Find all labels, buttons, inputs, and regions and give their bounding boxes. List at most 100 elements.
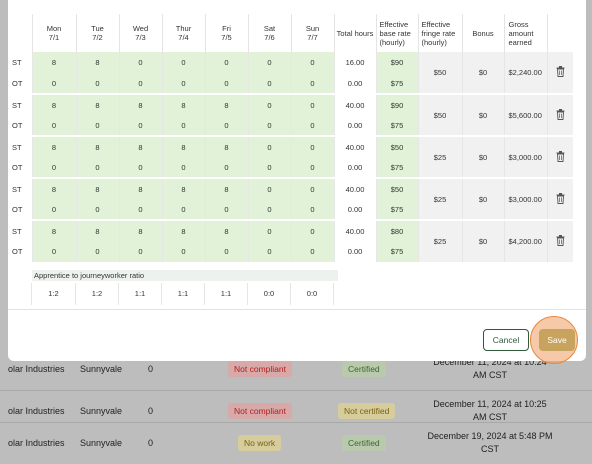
delete-row-button[interactable] [547,177,573,220]
hours-input[interactable]: 0 [248,219,292,241]
hours-input[interactable]: 0 [32,115,77,136]
hours-input[interactable]: 0 [248,93,292,115]
hours-input[interactable]: 0 [76,199,120,220]
hours-input[interactable]: 0 [291,52,335,73]
hours-input[interactable]: 8 [32,93,77,115]
hours-input[interactable]: 0 [32,241,77,262]
hours-input[interactable]: 0 [248,199,292,220]
hours-input[interactable]: 0 [119,157,163,178]
hours-input[interactable]: 0 [248,241,292,262]
fringe-rate: $50 [418,93,463,136]
hours-input[interactable]: 8 [205,135,249,157]
hours-input[interactable]: 8 [162,219,206,241]
ratio-row: 1:2 1:2 1:1 1:1 1:1 0:0 0:0 [8,283,334,305]
bonus-value: $0 [462,52,505,94]
hours-input[interactable]: 0 [76,241,120,262]
hours-input[interactable]: 8 [119,177,163,199]
ratio-value: 1:2 [76,283,119,305]
hours-input[interactable]: 8 [205,93,249,115]
hours-input[interactable]: 0 [248,177,292,199]
actions-header [547,14,573,52]
hours-input[interactable]: 8 [162,93,206,115]
hours-input[interactable]: 0 [162,157,206,178]
hours-input[interactable]: 0 [291,93,335,115]
gross-amount: $3,000.00 [504,135,548,178]
hours-input[interactable]: 0 [291,115,335,136]
hours-input[interactable]: 0 [162,241,206,262]
hours-input[interactable]: 0 [119,52,163,73]
hours-input[interactable]: 0 [119,115,163,136]
hours-input[interactable]: 8 [32,177,77,199]
list-item[interactable]: olar Industries Sunnyvale 0 No work Cert… [0,422,592,464]
hours-input[interactable]: 0 [32,157,77,178]
list-item[interactable]: olar Industries Sunnyvale 0 Not complian… [0,390,592,432]
ratio-spacer [8,283,32,305]
hours-input[interactable]: 8 [76,219,120,241]
hours-input[interactable]: 0 [291,199,335,220]
gross-amount: $5,600.00 [504,93,548,136]
total-hours: 0.00 [334,157,377,178]
ratio-title: Apprentice to journeyworker ratio [32,270,338,281]
hours-input[interactable]: 0 [248,52,292,73]
hours-input[interactable]: 0 [248,73,292,94]
hours-input[interactable]: 0 [205,157,249,178]
hours-input[interactable]: 0 [205,115,249,136]
hours-input[interactable]: 8 [119,93,163,115]
gross-amount: $4,200.00 [504,219,548,262]
hours-input[interactable]: 0 [76,73,120,94]
hours-input[interactable]: 0 [248,157,292,178]
save-button[interactable]: Save [539,329,575,351]
hours-input[interactable]: 0 [291,177,335,199]
overtime-row: OT 0 0 0 0 0 0 0 0.00 $75 [8,199,573,220]
row-type-label: ST [8,219,33,241]
hours-input[interactable]: 0 [162,115,206,136]
hours-input[interactable]: 8 [32,135,77,157]
hours-input[interactable]: 8 [76,52,120,73]
hours-input[interactable]: 0 [205,199,249,220]
hours-input[interactable]: 0 [119,199,163,220]
cancel-button[interactable]: Cancel [483,329,529,351]
hours-input[interactable]: 8 [76,177,120,199]
hours-input[interactable]: 0 [248,135,292,157]
hours-input[interactable]: 0 [291,73,335,94]
hours-input[interactable]: 8 [76,93,120,115]
trash-icon [556,108,565,120]
hours-input[interactable]: 8 [119,219,163,241]
ratio-value: 1:2 [32,283,76,305]
day-header: Sun 7/7 [291,14,335,52]
hours-input[interactable]: 0 [205,73,249,94]
hours-input[interactable]: 8 [32,52,77,73]
hours-input[interactable]: 0 [119,241,163,262]
overtime-row: OT 0 0 0 0 0 0 0 0.00 $75 [8,115,573,136]
hours-input[interactable]: 0 [119,73,163,94]
hours-input[interactable]: 8 [76,135,120,157]
hours-input[interactable]: 8 [205,219,249,241]
hours-input[interactable]: 0 [76,157,120,178]
list-item[interactable]: olar Industries Sunnyvale 0 Not complian… [0,348,592,390]
delete-row-button[interactable] [547,219,573,262]
hours-input[interactable]: 0 [291,135,335,157]
hours-input[interactable]: 8 [32,219,77,241]
hours-input[interactable]: 0 [291,219,335,241]
hours-input[interactable]: 0 [205,241,249,262]
hours-input[interactable]: 0 [291,157,335,178]
hours-input[interactable]: 0 [205,52,249,73]
hours-input[interactable]: 0 [291,241,335,262]
hours-input[interactable]: 0 [162,73,206,94]
count: 0 [148,406,154,416]
hours-input[interactable]: 8 [162,177,206,199]
straight-time-row: ST 8 8 0 0 0 0 0 16.00 $90 $50 $0 $2,240.00 [8,52,573,94]
delete-row-button[interactable] [547,93,573,136]
hours-input[interactable]: 8 [119,135,163,157]
hours-input[interactable]: 0 [32,199,77,220]
hours-input[interactable]: 8 [205,177,249,199]
hours-input[interactable]: 0 [162,199,206,220]
delete-row-button[interactable] [547,135,573,178]
hours-input[interactable]: 0 [162,52,206,73]
total-hours-header: Total hours [334,14,377,52]
delete-row-button[interactable] [547,52,573,94]
hours-input[interactable]: 0 [32,73,77,94]
hours-input[interactable]: 0 [248,115,292,136]
hours-input[interactable]: 0 [76,115,120,136]
hours-input[interactable]: 8 [162,135,206,157]
